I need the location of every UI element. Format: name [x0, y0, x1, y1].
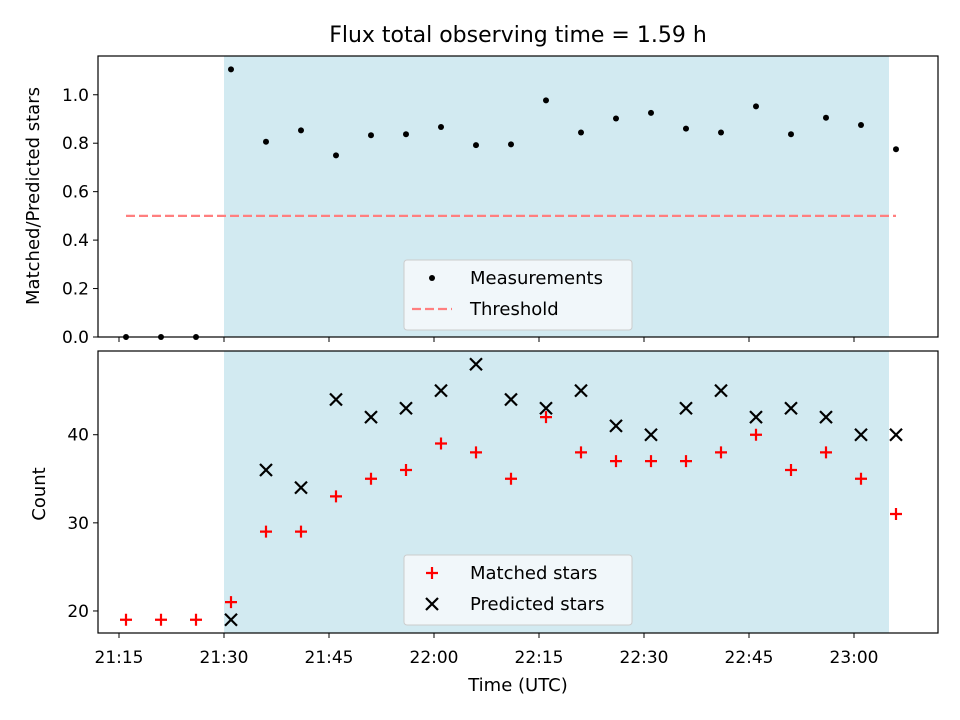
x-tick-label: 22:15 [515, 648, 564, 668]
measurement-point [578, 129, 584, 136]
matched-stars-point [225, 596, 237, 609]
legend-box [403, 554, 633, 626]
measurement-point [543, 97, 549, 104]
predicted-stars-point [329, 392, 343, 407]
predicted-stars-point [574, 383, 588, 398]
x-axis-label: Time (UTC) [467, 675, 568, 696]
x-tick-label: 21:45 [305, 648, 354, 668]
matched-stars-point [365, 472, 377, 485]
matched-stars-point [190, 613, 202, 626]
measurement-point [648, 109, 654, 116]
measurement-point [403, 131, 409, 138]
bottom-panel: 20 30 40 21:15 21:30 21:45 22:00 22:15 22:30 22:4… [67, 350, 939, 668]
axes-frame [97, 55, 939, 338]
matched-stars-point [715, 446, 727, 459]
measurement-point [683, 125, 689, 132]
bottom-y-axis-label: Count [29, 467, 50, 520]
predicted-stars-point [224, 613, 238, 627]
measurement-point [508, 141, 514, 148]
predicted-stars-point [609, 419, 623, 433]
matched-stars-point [505, 472, 517, 485]
predicted-stars-point [364, 410, 378, 424]
measurement-point [228, 66, 234, 73]
matched-stars-point [400, 463, 412, 476]
predicted-stars-point [644, 427, 658, 442]
predicted-stars-point [259, 463, 273, 477]
measurement-point [298, 127, 304, 134]
axes-frame [97, 350, 939, 634]
matched-stars-point [785, 463, 797, 476]
measurement-point [823, 114, 829, 121]
y-tick-label: 30 [67, 514, 89, 534]
legend-label: Predicted stars [470, 594, 604, 615]
predicted-stars-point [889, 427, 903, 442]
matched-stars-point [120, 613, 132, 626]
legend-label: Threshold [469, 299, 559, 320]
y-tick-label: 0.4 [62, 231, 89, 251]
predicted-stars-point [539, 401, 553, 416]
legend-label: Matched stars [470, 563, 597, 584]
predicted-stars-point [714, 383, 728, 398]
x-tick-label: 22:30 [620, 648, 669, 668]
x-tick-label: 21:15 [95, 648, 144, 668]
y-tick-label: 1.0 [62, 86, 89, 106]
predicted-stars-point [679, 401, 693, 416]
x-tick-label: 21:30 [200, 648, 249, 668]
matched-stars-point [540, 411, 552, 424]
measurement-point [263, 138, 269, 145]
measurement-point [473, 142, 479, 149]
matched-stars-point [155, 613, 167, 626]
matched-stars-point [820, 446, 832, 459]
legend-predicted-swatch [425, 597, 439, 611]
x-tick-label: 22:45 [725, 648, 774, 668]
y-tick-label: 20 [67, 602, 89, 622]
measurement-point [893, 146, 899, 153]
matched-stars-point [470, 446, 482, 459]
predicted-stars-point [819, 410, 833, 424]
measurement-point [438, 123, 444, 130]
matched-stars-point [260, 525, 272, 538]
matched-stars-point [295, 525, 307, 538]
measurement-point [858, 122, 864, 129]
predicted-stars-point [434, 383, 448, 398]
y-tick-label: 40 [67, 426, 89, 446]
y-tick-label: 0.8 [62, 134, 89, 154]
matched-stars-point [680, 455, 692, 468]
matched-stars-point [330, 490, 342, 503]
x-tick-label: 22:00 [410, 648, 459, 668]
legend-matched-swatch [426, 567, 438, 579]
predicted-stars-point [504, 392, 518, 407]
measurement-point [368, 132, 374, 139]
top-panel: 0.0 0.2 0.4 0.6 0.8 1.0 Measurements Threshold [62, 55, 939, 348]
legend-measurement-swatch [429, 275, 435, 281]
y-tick-label: 0.2 [62, 280, 89, 300]
measurement-point [753, 103, 759, 110]
predicted-stars-point [399, 401, 413, 416]
predicted-stars-point [469, 357, 483, 371]
matched-stars-point [890, 508, 902, 521]
predicted-stars-point [784, 401, 798, 416]
legend-box [403, 259, 633, 331]
matched-stars-point [645, 455, 657, 468]
matched-stars-point [855, 472, 867, 485]
matched-stars-point [610, 455, 622, 468]
measurement-point [788, 131, 794, 138]
matched-stars-point [575, 446, 587, 459]
predicted-stars-point [749, 410, 763, 424]
predicted-stars-point [294, 480, 308, 495]
measurement-point [613, 115, 619, 122]
y-tick-label: 0.6 [62, 183, 89, 203]
predicted-stars-point [854, 427, 868, 442]
chart-title: Flux total observing time = 1.59 h [329, 23, 707, 48]
top-y-axis-label: Matched/Predicted stars [23, 87, 44, 305]
matched-stars-point [750, 428, 762, 441]
y-tick-label: 0.0 [62, 328, 89, 348]
measurement-point [333, 152, 339, 159]
x-tick-label: 23:00 [830, 648, 879, 668]
legend-label: Measurements [470, 268, 603, 289]
matched-stars-point [435, 437, 447, 450]
measurement-point [718, 129, 724, 136]
